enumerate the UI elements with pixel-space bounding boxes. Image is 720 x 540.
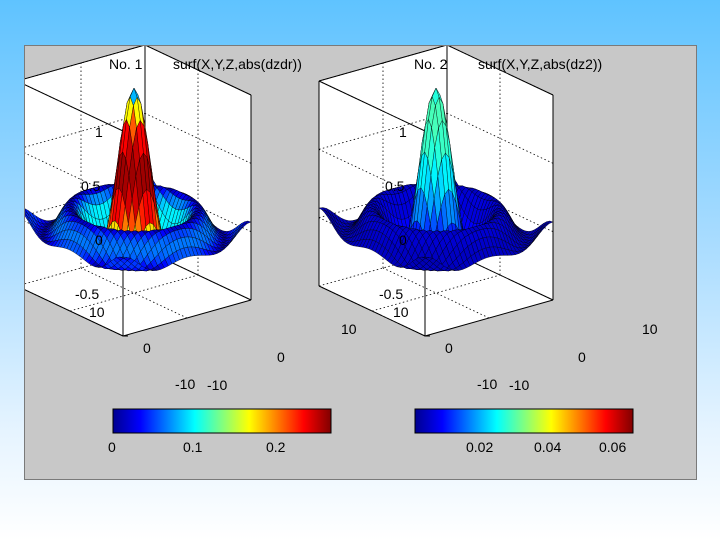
- plot2-x-tick: -10: [509, 377, 530, 393]
- plot1-x-tick: 0: [277, 349, 285, 365]
- plot1-z-tick: 0: [95, 232, 103, 248]
- plot1-surface: [25, 87, 252, 272]
- plot1-colorbar-tick: 0: [108, 439, 116, 455]
- plot1-number: No. 1: [109, 56, 143, 72]
- plot2-z-tick: 1: [399, 124, 407, 140]
- plot1-y-tick: 10: [89, 304, 105, 320]
- plot2-y-tick: 10: [393, 304, 409, 320]
- plot2-z-tick: 0.5: [385, 178, 405, 194]
- axis-line: [25, 84, 124, 132]
- matlab-figure: No. 1 surf(X,Y,Z,abs(dzdr)) 1 0.5 0 -0.5…: [24, 45, 697, 480]
- plot2-colorbar-tick: 0.04: [534, 439, 562, 455]
- floor: [319, 250, 553, 336]
- plot2-colorbar-tick: 0.02: [466, 439, 494, 455]
- plot2-y-tick: -10: [477, 376, 498, 392]
- plot2-colorbar: [414, 408, 634, 434]
- plot1-z-tick: -0.5: [75, 286, 100, 302]
- plot2-z-tick: 0: [399, 232, 407, 248]
- surface-facet: [119, 256, 127, 259]
- plot1-colorbar: [112, 408, 332, 434]
- plot2-colorbar-tick: 0.06: [599, 439, 627, 455]
- plot1-y-tick: -10: [175, 376, 196, 392]
- plot1-colorbar-tick: 0.1: [183, 439, 203, 455]
- plot2-x-tick: 10: [642, 321, 658, 337]
- plot1-y-tick: 0: [143, 340, 151, 356]
- plot1-z-tick: 1: [95, 124, 103, 140]
- plot2-x-tick: 0: [578, 349, 586, 365]
- figure-canvas: [25, 46, 634, 434]
- floor: [25, 250, 251, 336]
- plot2-surface: [318, 87, 554, 272]
- plot1-colorbar-tick: 0.2: [266, 439, 286, 455]
- plot2-title: surf(X,Y,Z,abs(dz2)): [478, 56, 603, 72]
- plot1-z-tick: 0.5: [81, 178, 101, 194]
- plot1-title: surf(X,Y,Z,abs(dzdr)): [173, 56, 302, 72]
- plot2-y-tick: 0: [445, 340, 453, 356]
- plot1-x-tick: 10: [341, 321, 357, 337]
- surface-facet: [421, 256, 429, 259]
- axis-line: [318, 80, 426, 132]
- plot1-x-tick: -10: [207, 377, 228, 393]
- plot2-number: No. 2: [414, 56, 448, 72]
- plot2-z-tick: -0.5: [379, 286, 404, 302]
